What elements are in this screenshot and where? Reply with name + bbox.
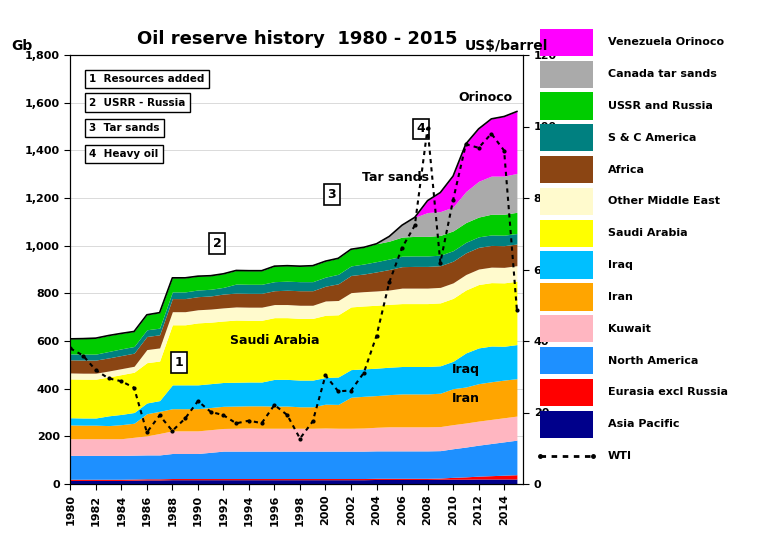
Text: North America: North America xyxy=(608,355,698,366)
Text: Kuwait: Kuwait xyxy=(608,324,651,334)
FancyBboxPatch shape xyxy=(540,315,593,342)
Text: 3  Tar sands: 3 Tar sands xyxy=(90,123,160,133)
Text: Gb: Gb xyxy=(12,39,33,52)
FancyBboxPatch shape xyxy=(540,29,593,56)
Text: Saudi Arabia: Saudi Arabia xyxy=(608,228,687,238)
Text: Iran: Iran xyxy=(608,292,633,302)
Text: USSR and Russia: USSR and Russia xyxy=(608,101,712,111)
Text: Iraq: Iraq xyxy=(452,363,480,376)
Text: Iran: Iran xyxy=(452,392,480,405)
Text: US$/barrel: US$/barrel xyxy=(465,39,548,52)
Text: Saudi Arabia: Saudi Arabia xyxy=(230,334,319,348)
FancyBboxPatch shape xyxy=(540,219,593,247)
Text: Africa: Africa xyxy=(608,164,644,175)
FancyBboxPatch shape xyxy=(540,124,593,151)
Text: 3: 3 xyxy=(327,188,336,201)
Text: Venezuela Orinoco: Venezuela Orinoco xyxy=(608,37,724,47)
FancyBboxPatch shape xyxy=(540,347,593,374)
Text: 2: 2 xyxy=(212,237,221,250)
Text: S & C America: S & C America xyxy=(608,133,696,143)
FancyBboxPatch shape xyxy=(540,411,593,438)
Text: Canada tar sands: Canada tar sands xyxy=(608,69,716,79)
FancyBboxPatch shape xyxy=(540,283,593,311)
Text: 2  USRR - Russia: 2 USRR - Russia xyxy=(90,98,186,108)
FancyBboxPatch shape xyxy=(540,60,593,88)
Text: Orinoco: Orinoco xyxy=(458,91,512,104)
Text: WTI: WTI xyxy=(608,451,632,461)
FancyBboxPatch shape xyxy=(540,251,593,279)
FancyBboxPatch shape xyxy=(540,92,593,119)
Text: Asia Pacific: Asia Pacific xyxy=(608,419,679,429)
Text: 1: 1 xyxy=(174,356,183,369)
Text: Tar sands: Tar sands xyxy=(362,171,430,184)
FancyBboxPatch shape xyxy=(540,156,593,183)
Title: Oil reserve history  1980 - 2015: Oil reserve history 1980 - 2015 xyxy=(137,30,457,48)
Text: 4  Heavy oil: 4 Heavy oil xyxy=(90,149,159,159)
Text: 4: 4 xyxy=(417,123,426,135)
Text: Eurasia excl Russia: Eurasia excl Russia xyxy=(608,387,728,398)
Text: 1  Resources added: 1 Resources added xyxy=(90,74,205,84)
FancyBboxPatch shape xyxy=(540,379,593,406)
Text: Iraq: Iraq xyxy=(608,260,633,270)
FancyBboxPatch shape xyxy=(540,188,593,215)
Text: Other Middle East: Other Middle East xyxy=(608,196,719,206)
